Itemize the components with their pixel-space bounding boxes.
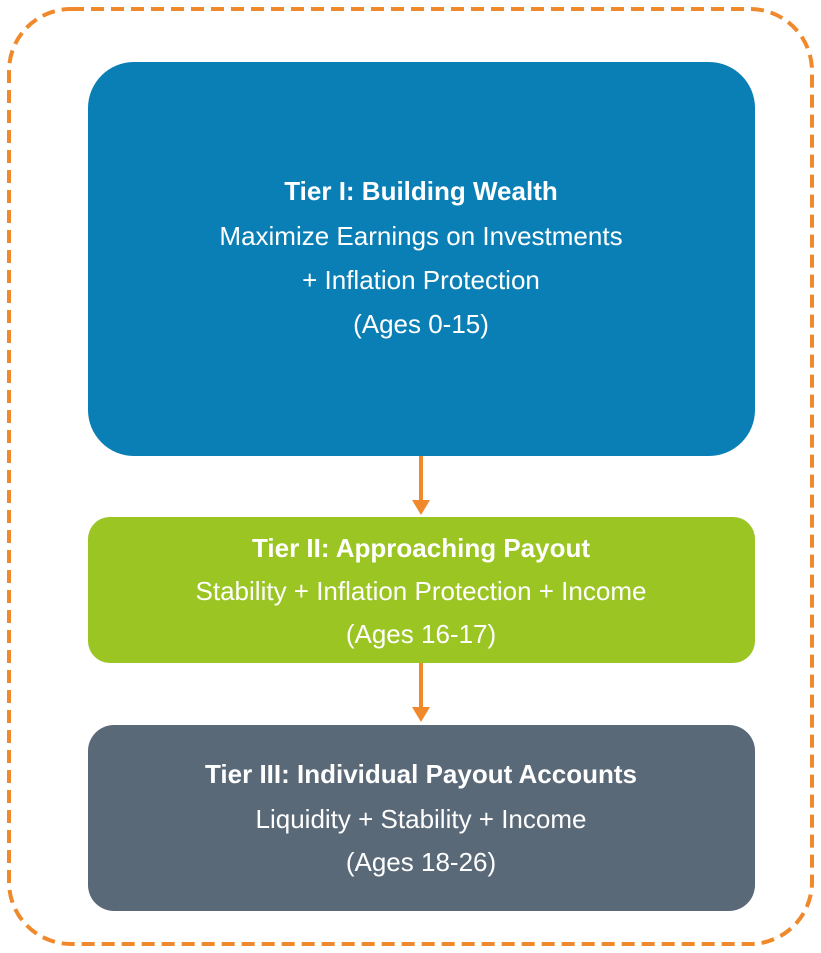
tier-1-title: Tier I: Building Wealth: [284, 176, 558, 206]
tier-2-line: (Ages 16-17): [346, 619, 496, 649]
tier-1-line: + Inflation Protection: [302, 265, 540, 295]
arrow-head: [412, 707, 430, 722]
tier-3-box: [88, 725, 755, 911]
tier-3-line: (Ages 18-26): [346, 847, 496, 877]
arrow-head: [412, 500, 430, 515]
tier-3-line: Liquidity + Stability + Income: [256, 804, 587, 834]
tier-1-line: Maximize Earnings on Investments: [219, 221, 622, 251]
tier-1-line: (Ages 0-15): [353, 309, 489, 339]
outer-dashed-border: [7, 7, 814, 946]
tier-2-box: [88, 517, 755, 663]
tier-2-line: Stability + Inflation Protection + Incom…: [196, 576, 647, 606]
tier-2-title: Tier II: Approaching Payout: [252, 533, 590, 563]
tier-1-box: [88, 62, 755, 456]
tier-3-title: Tier III: Individual Payout Accounts: [205, 759, 637, 789]
